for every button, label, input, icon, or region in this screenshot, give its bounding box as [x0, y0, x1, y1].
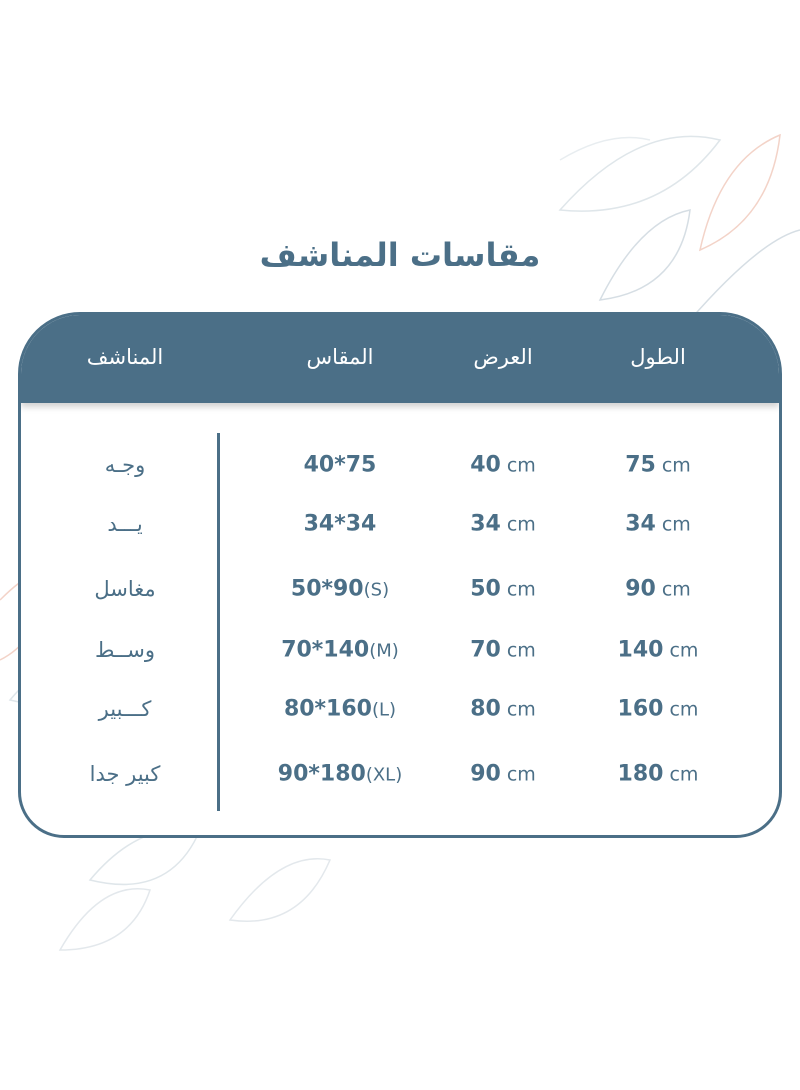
width-number: 40 [470, 452, 501, 478]
size-value: 34*34 [304, 512, 377, 537]
size-tag: (L) [371, 699, 397, 721]
towel-size-table: الطول العرض المقاس المناشف وجـه 40*75 40… [18, 312, 782, 838]
length-number: 75 [625, 452, 656, 478]
length-value: 140 cm [618, 638, 699, 663]
length-number: 180 [617, 761, 664, 787]
size-tag: (XL) [365, 764, 403, 786]
size-tag: (M) [369, 640, 399, 662]
length-unit: cm [661, 513, 691, 536]
width-number: 80 [470, 696, 501, 722]
size-dimensions: 40*75 [303, 452, 377, 478]
size-value: 80*160(L) [284, 697, 396, 722]
size-dimensions: 34*34 [303, 511, 377, 537]
header-length: الطول [630, 345, 686, 369]
header-towels: المناشف [86, 345, 164, 369]
table-header: الطول العرض المقاس المناشف [21, 315, 779, 403]
length-value: 34 cm [625, 512, 691, 537]
column-divider [217, 433, 220, 811]
size-value: 40*75 [304, 453, 377, 478]
width-number: 90 [470, 761, 501, 787]
length-value: 180 cm [618, 762, 699, 787]
size-tag: (S) [363, 579, 390, 601]
width-unit: cm [506, 578, 536, 601]
width-number: 50 [470, 576, 501, 602]
length-value: 90 cm [625, 577, 691, 602]
length-unit: cm [669, 639, 699, 662]
size-dimensions: 80*160 [283, 696, 372, 722]
width-unit: cm [506, 763, 536, 786]
towel-name: وجـه [104, 453, 146, 477]
width-number: 34 [470, 511, 501, 537]
size-value: 70*140(M) [281, 638, 399, 663]
towel-name: وســط [95, 638, 155, 662]
length-number: 90 [625, 576, 656, 602]
length-value: 75 cm [625, 453, 691, 478]
width-value: 50 cm [470, 577, 536, 602]
page-title: مقاسات المناشف [259, 236, 541, 274]
size-value: 90*180(XL) [278, 762, 402, 787]
width-value: 70 cm [470, 638, 536, 663]
length-value: 160 cm [618, 697, 699, 722]
header-width: العرض [473, 345, 533, 369]
width-value: 40 cm [470, 453, 536, 478]
towel-name: كبير جدا [89, 762, 161, 786]
width-unit: cm [506, 698, 536, 721]
size-value: 50*90(S) [291, 577, 389, 602]
width-unit: cm [506, 454, 536, 477]
length-number: 140 [617, 637, 664, 663]
length-unit: cm [661, 454, 691, 477]
length-number: 160 [617, 696, 664, 722]
width-unit: cm [506, 513, 536, 536]
length-unit: cm [661, 578, 691, 601]
width-value: 90 cm [470, 762, 536, 787]
size-dimensions: 70*140 [281, 637, 370, 663]
width-unit: cm [506, 639, 536, 662]
towel-name: يـــد [107, 512, 143, 536]
header-size: المقاس [306, 345, 374, 369]
length-unit: cm [669, 763, 699, 786]
length-unit: cm [669, 698, 699, 721]
size-dimensions: 90*180 [277, 761, 366, 787]
towel-name: كـــبير [98, 697, 152, 721]
width-number: 70 [470, 637, 501, 663]
size-dimensions: 50*90 [290, 576, 364, 602]
width-value: 80 cm [470, 697, 536, 722]
length-number: 34 [625, 511, 656, 537]
towel-name: مغاسل [94, 577, 156, 601]
width-value: 34 cm [470, 512, 536, 537]
